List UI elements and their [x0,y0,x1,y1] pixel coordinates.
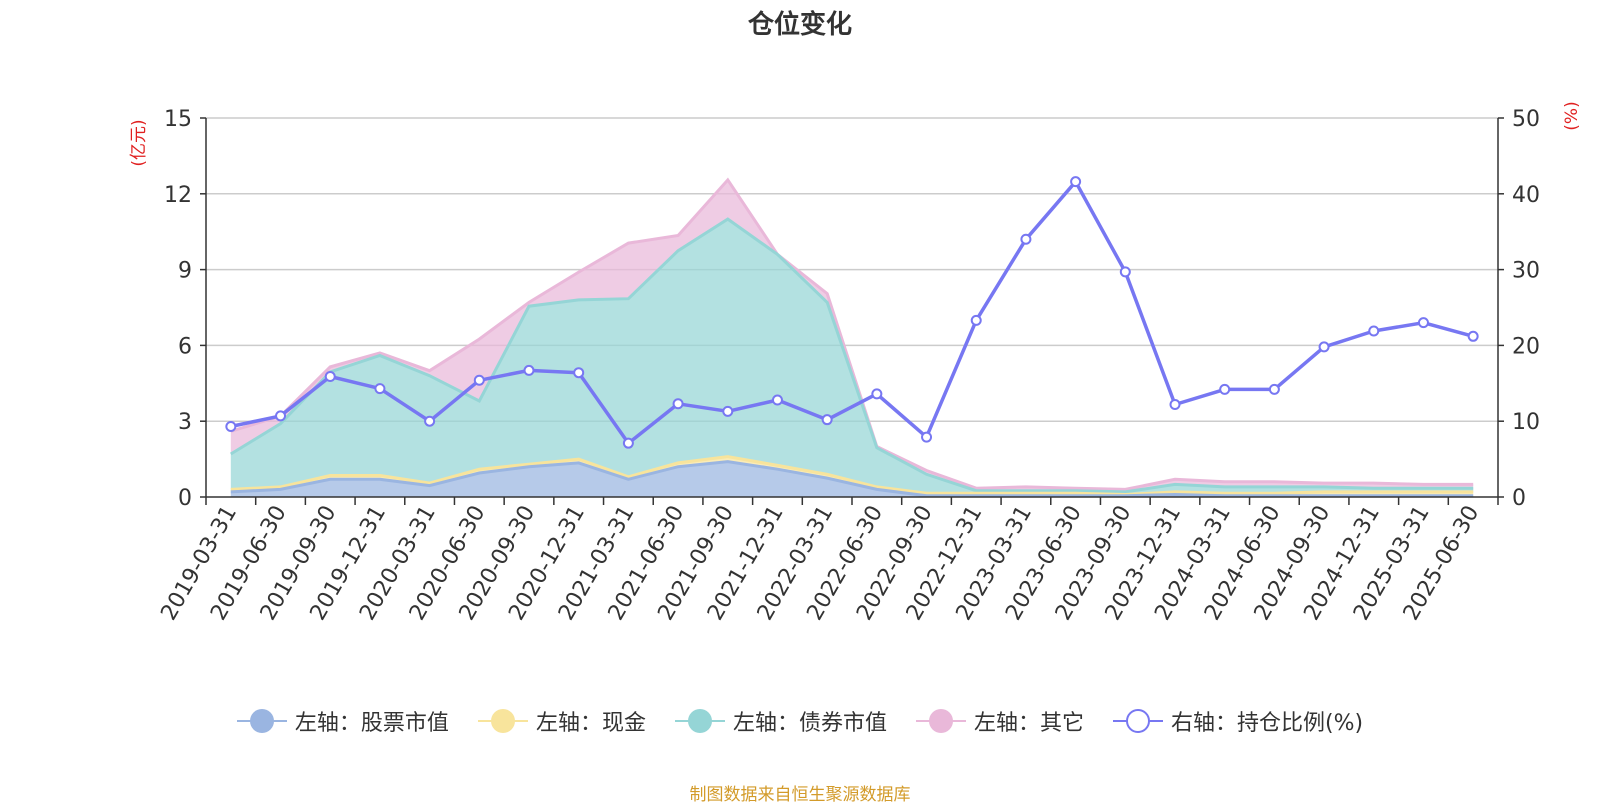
ratio-point [1070,176,1082,188]
ratio-point [523,364,535,376]
ratio-point [424,415,436,427]
ratio-point [1219,383,1231,395]
y-right-tick-label: 30 [1512,259,1540,284]
y-left-tick-label: 12 [164,183,192,208]
area-bond [230,219,1474,495]
y-right-tick-label: 20 [1512,334,1540,359]
y-right-tick-label: 10 [1512,410,1540,435]
legend-swatch-stock [236,709,287,733]
y-left-tick-label: 0 [178,486,192,511]
y-right-tick-label: 40 [1512,183,1540,208]
legend-item-other[interactable]: 左轴：其它 [915,705,1084,737]
ratio-point [970,314,982,326]
ratio-point [1169,399,1181,411]
legend-item-stock[interactable]: 左轴：股票市值 [236,705,449,737]
legend-swatch-ratio [1112,709,1163,733]
y-right-tick-label: 0 [1512,486,1526,511]
area-edge-bond [230,217,1474,494]
ratio-point [921,431,933,443]
legend-label-stock: 左轴：股票市值 [294,711,449,736]
area-series [230,177,1474,498]
chart-title: 仓位变化 [747,10,852,40]
y-left-tick-label: 15 [164,107,192,132]
y-left-tick-label: 6 [178,334,192,359]
legend-label-cash: 左轴：现金 [535,711,646,736]
ratio-point [821,414,833,426]
ratio-point [573,367,585,379]
source-footer: 制图数据来自恒生聚源数据库 [689,785,911,805]
chart-legend: 左轴：股票市值 左轴：现金 左轴：债券市值 左轴：其它 右轴：持仓比例(%) [0,705,1600,739]
ratio-point [1119,266,1131,278]
ratio-point [672,398,684,410]
legend-swatch-bond [674,709,725,733]
area-edge-other [230,177,1474,491]
y-left-unit-label: (亿元) [129,119,149,166]
area-stock [230,461,1474,497]
ratio-point [1467,330,1479,342]
area-edge-cash [230,455,1474,497]
ratio-point [1318,341,1330,353]
y-right-tick-label: 50 [1512,107,1540,132]
ratio-point [722,405,734,417]
ratio-point [1268,383,1280,395]
ratio-point [1020,233,1032,245]
y-right-unit-label: (%) [1562,101,1582,130]
ratio-point [871,388,883,400]
legend-item-bond[interactable]: 左轴：债券市值 [674,705,887,737]
legend-label-bond: 左轴：债券市值 [732,711,887,736]
legend-item-cash[interactable]: 左轴：现金 [477,705,646,737]
ratio-point [771,394,783,406]
area-edge-stock [230,460,1474,498]
legend-item-ratio[interactable]: 右轴：持仓比例(%) [1112,705,1364,737]
y-left-tick-label: 9 [178,259,192,284]
ratio-point [622,437,634,449]
ratio-line [230,179,1474,445]
ratio-point [1417,317,1429,329]
ratio-point [1368,325,1380,337]
ratio-point [225,421,237,433]
legend-swatch-cash [477,709,528,733]
line-series [225,176,1479,449]
legend-swatch-other [915,709,966,733]
ratio-point [473,374,485,386]
legend-label-other: 左轴：其它 [973,711,1084,736]
ratio-point [374,383,386,395]
ratio-point [324,370,336,382]
ratio-point [275,410,287,422]
y-left-tick-label: 3 [178,410,192,435]
legend-label-ratio: 右轴：持仓比例(%) [1170,711,1364,736]
